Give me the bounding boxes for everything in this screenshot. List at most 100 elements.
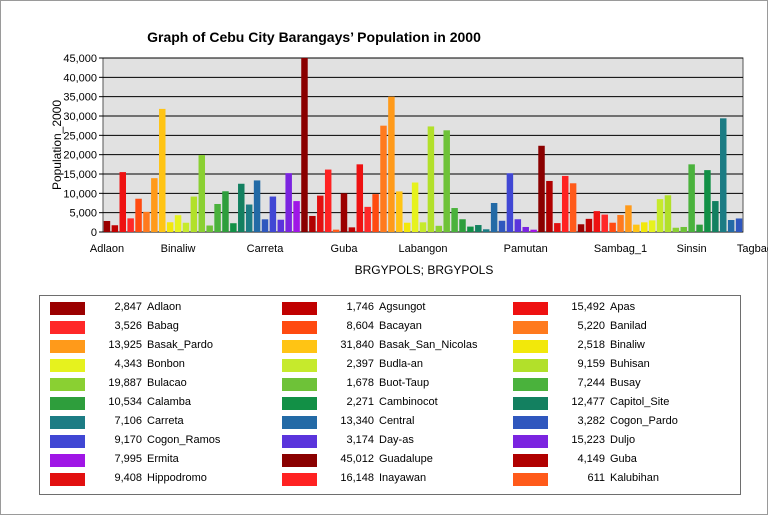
legend-entry: 12,477 Capitol_Site (503, 394, 731, 412)
legend-label: Adlaon (147, 301, 182, 313)
legend-value: 9,159 (577, 358, 605, 370)
bar (459, 219, 466, 232)
legend-swatch (513, 302, 548, 315)
legend-label: Guadalupe (379, 453, 433, 465)
legend-label: Day-as (379, 434, 414, 446)
legend-entry: 15,492 Apas (503, 299, 731, 317)
bar (293, 201, 300, 232)
y-tick-label: 35,000 (63, 92, 97, 104)
legend-entry: 31,840 Basak_San_Nicolas (272, 337, 500, 355)
legend-entry: 7,106 Carreta (40, 413, 268, 431)
bar (641, 222, 648, 232)
x-axis-label: BRGYPOLS; BRGYPOLS (355, 263, 494, 277)
bar (696, 224, 703, 232)
bar (356, 164, 364, 232)
legend-value: 12,477 (571, 396, 605, 408)
legend-value: 611 (587, 472, 605, 484)
legend-entry: 13,340 Central (272, 413, 500, 431)
legend-value: 4,343 (114, 358, 142, 370)
bar (159, 108, 166, 232)
legend-entry: 2,397 Budla-an (272, 356, 500, 374)
legend-entry: 3,282 Cogon_Pardo (503, 413, 731, 431)
legend-swatch (50, 473, 85, 486)
legend-entry: 1,678 Buot-Taup (272, 375, 500, 393)
bar (419, 222, 427, 232)
y-tick-label: 0 (91, 227, 97, 239)
legend-swatch (282, 321, 317, 334)
legend-value: 3,526 (114, 320, 142, 332)
legend-label: Duljo (610, 434, 636, 446)
bar (174, 215, 182, 232)
legend-swatch (513, 340, 548, 353)
legend-entry: 1,746 Agsungot (272, 299, 500, 317)
bar (720, 118, 727, 232)
legend-value: 31,840 (340, 339, 374, 351)
legend-entry: 10,534 Calamba (40, 394, 268, 412)
bar (190, 196, 198, 232)
bar (388, 96, 395, 232)
bar (214, 203, 221, 232)
bar (451, 208, 458, 232)
bar (475, 225, 482, 232)
x-tick-label: Sinsin (677, 243, 707, 255)
bar (648, 220, 656, 232)
bar (127, 218, 134, 232)
legend-swatch (513, 397, 548, 410)
bar (364, 206, 371, 232)
legend-value: 7,244 (577, 377, 605, 389)
legend-label: Binaliw (610, 339, 645, 351)
legend-value: 15,223 (571, 434, 605, 446)
x-tick-label: Adlaon (90, 243, 124, 255)
legend-label: Basak_Pardo (147, 339, 214, 351)
legend-swatch (282, 454, 317, 467)
bar (609, 222, 616, 232)
bar (348, 227, 356, 232)
bar (277, 219, 285, 232)
legend-entry: 13,925 Basak_Pardo (40, 337, 268, 355)
legend-entry: 4,343 Bonbon (40, 356, 268, 374)
legend-label: Hippodromo (147, 472, 207, 484)
bar (245, 204, 253, 232)
bar (443, 130, 450, 232)
legend-value: 8,604 (346, 320, 374, 332)
legend-entry: 8,604 Bacayan (272, 318, 500, 336)
bar (680, 226, 687, 232)
bar (435, 225, 443, 232)
bar (656, 199, 664, 232)
legend-label: Cogon_Ramos (147, 434, 221, 446)
legend-swatch (50, 435, 85, 448)
legend-swatch (513, 321, 548, 334)
legend-value: 19,887 (108, 377, 142, 389)
legend-swatch (50, 378, 85, 391)
legend-entry: 4,149 Guba (503, 451, 731, 469)
x-tick-label: Labangon (399, 243, 448, 255)
bar (601, 214, 608, 232)
legend-entry: 9,408 Hippodromo (40, 470, 268, 488)
legend-label: Buot-Taup (379, 377, 430, 389)
bar (633, 224, 640, 232)
legend-entry: 15,223 Duljo (503, 432, 731, 450)
legend-label: Calamba (147, 396, 192, 408)
x-tick-label: Binaliw (161, 243, 196, 255)
legend-label: Apas (610, 301, 636, 313)
x-tick-label: Tagbao (737, 243, 768, 255)
legend-label: Busay (610, 377, 641, 389)
bar (119, 172, 126, 232)
bar (506, 173, 514, 232)
plot-area (102, 57, 744, 233)
legend-swatch (282, 435, 317, 448)
legend-swatch (50, 397, 85, 410)
legend-value: 1,678 (346, 377, 374, 389)
legend-swatch (50, 340, 85, 353)
bar (206, 225, 213, 232)
legend-value: 3,174 (346, 434, 374, 446)
y-tick-label: 5,000 (69, 208, 97, 220)
x-tick-label: Sambag_1 (594, 243, 647, 255)
legend-label: Cambinocot (379, 396, 438, 408)
legend-entry: 611 Kalubihan (503, 470, 731, 488)
legend-swatch (50, 359, 85, 372)
bar (490, 203, 498, 232)
bar (514, 219, 522, 232)
legend-label: Central (379, 415, 415, 427)
bar (735, 218, 743, 232)
